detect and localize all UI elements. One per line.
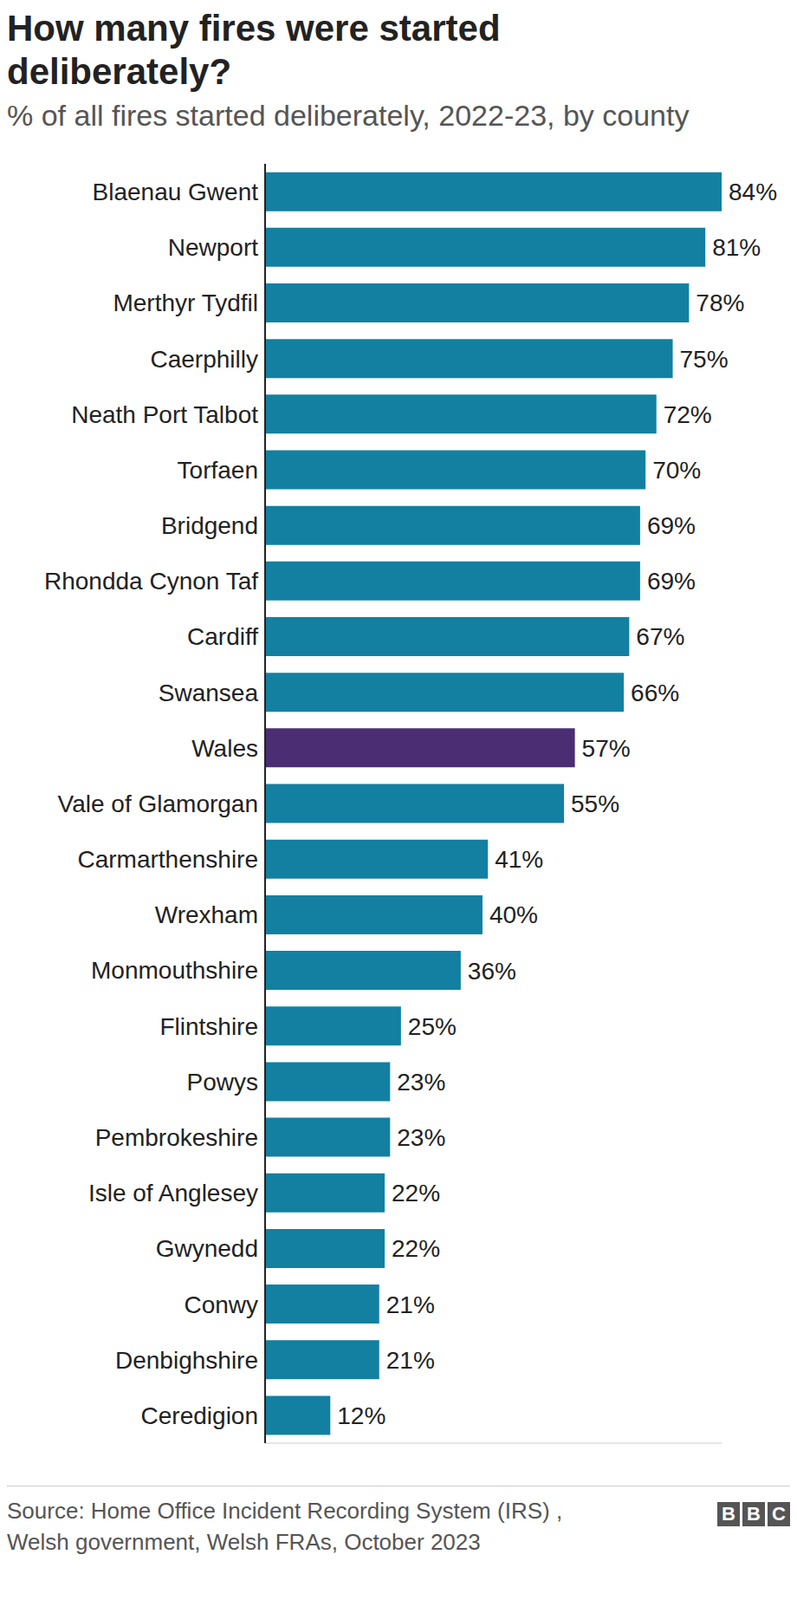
svg-text:Flintshire: Flintshire bbox=[159, 1012, 259, 1040]
svg-text:Powys: Powys bbox=[187, 1068, 259, 1096]
svg-text:22%: 22% bbox=[391, 1234, 441, 1262]
svg-text:Pembrokeshire: Pembrokeshire bbox=[95, 1123, 259, 1151]
svg-text:78%: 78% bbox=[695, 289, 745, 317]
svg-text:66%: 66% bbox=[630, 679, 680, 707]
svg-text:75%: 75% bbox=[680, 345, 729, 373]
svg-text:Gwynedd: Gwynedd bbox=[155, 1234, 259, 1262]
html-text:How many fires were started de: How many fires were started deliberately… bbox=[6, 7, 501, 92]
html-text:Source: Home Office Incident R: Source: Home Office Incident Recording S… bbox=[6, 1496, 563, 1523]
svg-text:22%: 22% bbox=[391, 1179, 441, 1206]
svg-text:Merthyr Tydfil: Merthyr Tydfil bbox=[112, 289, 259, 317]
svg-text:Bridgend: Bridgend bbox=[161, 511, 259, 539]
svg-text:69%: 69% bbox=[647, 567, 696, 595]
svg-text:67%: 67% bbox=[635, 622, 685, 650]
svg-text:Neath Port Talbot: Neath Port Talbot bbox=[71, 401, 259, 428]
svg-text:Denbighshire: Denbighshire bbox=[115, 1346, 259, 1374]
html-text:C: C bbox=[771, 1502, 786, 1524]
svg-text:40%: 40% bbox=[489, 900, 538, 928]
svg-text:Blaenau Gwent: Blaenau Gwent bbox=[92, 178, 260, 206]
svg-text:70%: 70% bbox=[652, 456, 701, 484]
svg-text:69%: 69% bbox=[647, 511, 696, 539]
html-text:% of all fires started deliber: % of all fires started deliberately, 202… bbox=[6, 98, 690, 132]
svg-text:Torfaen: Torfaen bbox=[177, 456, 259, 484]
svg-text:Ceredigion: Ceredigion bbox=[141, 1401, 259, 1429]
svg-text:21%: 21% bbox=[386, 1290, 435, 1318]
svg-text:23%: 23% bbox=[396, 1068, 446, 1096]
svg-text:Isle of Anglesey: Isle of Anglesey bbox=[88, 1179, 259, 1206]
svg-text:12%: 12% bbox=[336, 1401, 386, 1429]
svg-text:Cardiff: Cardiff bbox=[187, 622, 259, 650]
svg-text:Rhondda Cynon Taf: Rhondda Cynon Taf bbox=[44, 567, 259, 595]
svg-text:55%: 55% bbox=[570, 790, 620, 817]
svg-text:Caerphilly: Caerphilly bbox=[150, 345, 260, 373]
svg-text:25%: 25% bbox=[408, 1012, 457, 1040]
svg-text:36%: 36% bbox=[467, 957, 517, 985]
svg-text:Wales: Wales bbox=[191, 734, 259, 762]
svg-text:Swansea: Swansea bbox=[158, 679, 260, 707]
svg-text:Vale of Glamorgan: Vale of Glamorgan bbox=[58, 790, 259, 817]
html-text:Welsh government, Welsh FRAs,: Welsh government, Welsh FRAs, October 20… bbox=[6, 1528, 481, 1555]
svg-text:84%: 84% bbox=[728, 178, 778, 206]
svg-text:Newport: Newport bbox=[168, 233, 259, 261]
svg-text:21%: 21% bbox=[386, 1346, 435, 1374]
svg-text:Conwy: Conwy bbox=[183, 1290, 259, 1318]
svg-text:41%: 41% bbox=[494, 845, 544, 873]
svg-text:81%: 81% bbox=[712, 233, 761, 261]
svg-text:Carmarthenshire: Carmarthenshire bbox=[77, 845, 259, 873]
svg-text:57%: 57% bbox=[582, 734, 631, 762]
svg-text:Wrexham: Wrexham bbox=[155, 900, 259, 928]
html-text:B: B bbox=[746, 1502, 761, 1524]
svg-text:Monmouthshire: Monmouthshire bbox=[90, 956, 259, 984]
svg-text:23%: 23% bbox=[396, 1123, 446, 1151]
html-text:B: B bbox=[721, 1502, 736, 1524]
svg-text:72%: 72% bbox=[663, 401, 713, 428]
